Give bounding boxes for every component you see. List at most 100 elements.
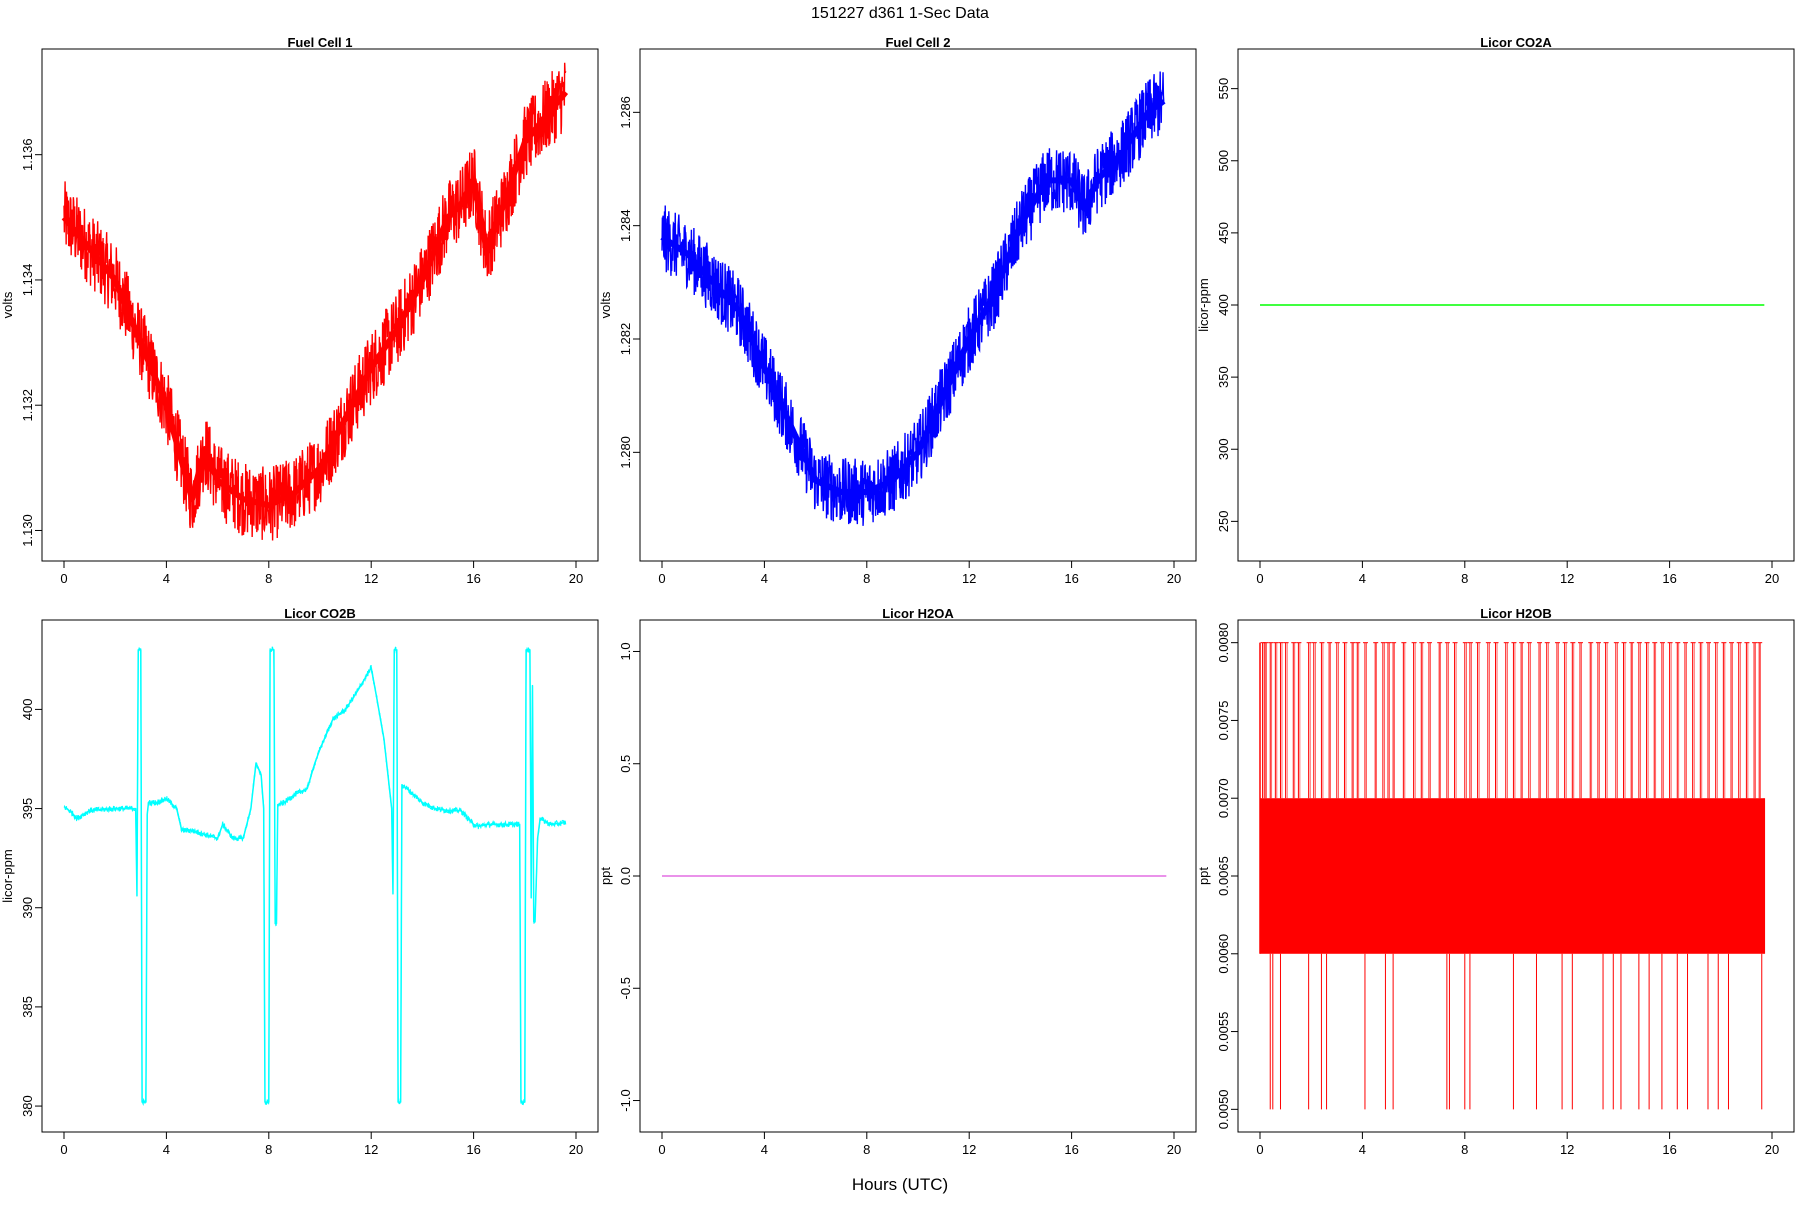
x-tick-label: 12 (364, 571, 378, 586)
panel-h2oa: Licor H2OA ppt 0 4 8 12 16 20 -1.0 -0.5 0.0 0.5 1.0 (598, 606, 1197, 1157)
series-fc2 (660, 71, 1166, 526)
panel-fc2: Fuel Cell 2 volts 0 4 8 12 16 20 1.280 1.282 1.284… (598, 35, 1197, 586)
x-tick-label: 0 (1256, 1142, 1263, 1157)
y-tick-label: 0.0055 (1216, 1012, 1231, 1052)
y-tick-label: 550 (1216, 78, 1231, 100)
x-tick-label: 8 (863, 1142, 870, 1157)
series-noise (63, 646, 567, 1107)
y-tick-label: 395 (20, 798, 35, 820)
figure-x-axis-label: Hours (UTC) (852, 1175, 948, 1194)
x-tick-label: 20 (569, 1142, 583, 1157)
x-tick-label: 12 (962, 571, 976, 586)
y-axis-label: ppt (1196, 867, 1211, 885)
x-tick-label: 12 (1560, 1142, 1574, 1157)
x-tick-label: 20 (1167, 571, 1181, 586)
x-tick-label: 8 (1461, 1142, 1468, 1157)
x-tick-label: 16 (1064, 571, 1078, 586)
panel-title: Licor CO2A (1480, 35, 1552, 50)
x-tick-label: 4 (163, 1142, 170, 1157)
y-tick-label: 0.5 (618, 755, 633, 773)
x-tick-label: 12 (962, 1142, 976, 1157)
y-tick-label: 0.0070 (1216, 778, 1231, 818)
x-tick-label: 0 (60, 571, 67, 586)
x-tick-label: 20 (1167, 1142, 1181, 1157)
panel-fc1: Fuel Cell 1 volts 0 4 8 12 16 20 1.130 1.132 1.134… (0, 35, 599, 586)
panels-grid: Fuel Cell 1 volts 0 4 8 12 16 20 1.130 1.132 1.134… (0, 35, 1795, 1157)
y-tick-label: 0.0050 (1216, 1089, 1231, 1129)
x-tick-label: 16 (466, 571, 480, 586)
x-tick-label: 12 (364, 1142, 378, 1157)
y-tick-label: 250 (1216, 511, 1231, 533)
y-tick-label: 385 (20, 996, 35, 1018)
series-band (1260, 798, 1765, 954)
y-tick-label: 400 (20, 699, 35, 721)
y-tick-label: 1.0 (618, 642, 633, 660)
y-tick-label: 400 (1216, 294, 1231, 316)
panel-co2a: Licor CO2A licor-ppm 0 4 8 12 16 20 250 300 350 400… (1196, 35, 1795, 586)
y-tick-label: 350 (1216, 366, 1231, 388)
y-tick-label: 1.132 (20, 389, 35, 422)
x-tick-label: 4 (163, 571, 170, 586)
series-line (63, 649, 566, 1103)
panel-title: Licor H2OB (1480, 606, 1552, 621)
figure-title: 151227 d361 1-Sec Data (811, 5, 989, 22)
x-tick-label: 16 (1064, 1142, 1078, 1157)
panel-title: Licor CO2B (284, 606, 356, 621)
y-axis-label: ppt (598, 867, 613, 885)
x-tick-label: 0 (658, 1142, 665, 1157)
plot-frame (639, 48, 1197, 562)
y-tick-label: 0.0 (618, 867, 633, 885)
y-tick-label: 0.0080 (1216, 623, 1231, 663)
x-tick-label: 8 (265, 571, 272, 586)
y-tick-label: 500 (1216, 150, 1231, 172)
series-fc1 (61, 62, 569, 541)
x-tick-label: 20 (569, 571, 583, 586)
y-tick-label: 1.136 (20, 138, 35, 171)
x-tick-label: 16 (1662, 1142, 1676, 1157)
x-tick-label: 4 (1359, 1142, 1366, 1157)
plot-frame (41, 48, 599, 562)
panel-title: Fuel Cell 2 (885, 35, 950, 50)
x-tick-label: 0 (60, 1142, 67, 1157)
x-tick-label: 4 (761, 571, 768, 586)
y-tick-label: 0.0060 (1216, 934, 1231, 974)
y-axis-label: volts (0, 291, 15, 318)
x-tick-label: 12 (1560, 571, 1574, 586)
y-tick-label: 1.280 (618, 436, 633, 469)
y-tick-label: 380 (20, 1095, 35, 1117)
y-tick-label: 1.134 (20, 264, 35, 297)
x-tick-label: 0 (1256, 571, 1263, 586)
series-co2b (63, 646, 567, 1107)
x-tick-label: 8 (863, 571, 870, 586)
x-tick-label: 4 (1359, 571, 1366, 586)
y-tick-label: 0.0075 (1216, 701, 1231, 741)
x-tick-label: 16 (1662, 571, 1676, 586)
y-tick-label: 1.286 (618, 96, 633, 129)
x-tick-label: 8 (265, 1142, 272, 1157)
x-tick-label: 20 (1765, 1142, 1779, 1157)
panel-h2ob: Licor H2OB ppt 0 4 8 12 16 20 0.0050 0.0055 0.0060… (1196, 606, 1795, 1157)
x-tick-label: 8 (1461, 571, 1468, 586)
y-tick-label: 1.284 (618, 209, 633, 242)
series-line (660, 98, 1166, 495)
x-tick-label: 20 (1765, 571, 1779, 586)
y-axis-label: licor-ppm (1196, 278, 1211, 331)
plot-frame (41, 619, 599, 1133)
panel-title: Licor H2OA (882, 606, 954, 621)
x-tick-label: 0 (658, 571, 665, 586)
y-tick-label: 450 (1216, 222, 1231, 244)
panel-title: Fuel Cell 1 (287, 35, 352, 50)
y-tick-label: 390 (20, 897, 35, 919)
y-axis-label: volts (598, 291, 613, 318)
y-tick-label: -0.5 (618, 977, 633, 999)
y-tick-label: 1.130 (20, 514, 35, 547)
series-line (61, 90, 569, 509)
y-axis-label: licor-ppm (0, 849, 15, 902)
y-tick-label: -1.0 (618, 1089, 633, 1111)
panel-co2b: Licor CO2B licor-ppm 0 4 8 12 16 20 380 385 390 395… (0, 606, 599, 1157)
y-tick-label: 1.282 (618, 323, 633, 356)
y-tick-label: 300 (1216, 438, 1231, 460)
x-tick-label: 4 (761, 1142, 768, 1157)
